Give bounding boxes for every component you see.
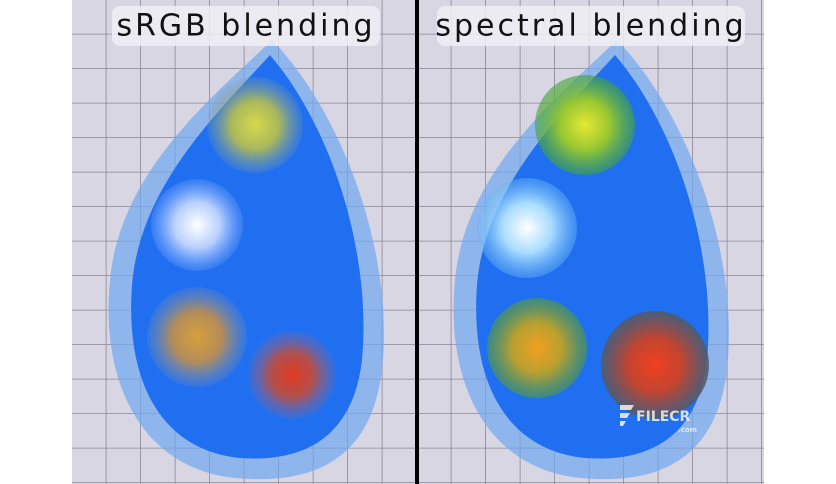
watermark-logo <box>620 405 634 426</box>
yellow-blob <box>535 75 635 175</box>
label-box <box>437 6 745 46</box>
watermark: FILECR .com <box>620 405 697 434</box>
orange-blob <box>147 287 247 387</box>
red-blob <box>601 311 709 419</box>
white-blob <box>477 178 577 278</box>
red-blob <box>248 331 336 419</box>
label-box <box>112 6 380 46</box>
yellow-blob <box>207 77 303 173</box>
divider <box>415 0 419 484</box>
orange-blob <box>487 298 587 398</box>
watermark-domain: .com <box>678 426 697 434</box>
panel-label: sRGB blending <box>116 9 375 44</box>
white-blob <box>151 179 243 271</box>
srgb-panel: sRGB blending <box>108 6 384 480</box>
spectral-panel: spectral blending FILECR .com <box>435 6 746 480</box>
watermark-brand: FILECR <box>636 409 691 425</box>
panel-label: spectral blending <box>435 9 746 44</box>
